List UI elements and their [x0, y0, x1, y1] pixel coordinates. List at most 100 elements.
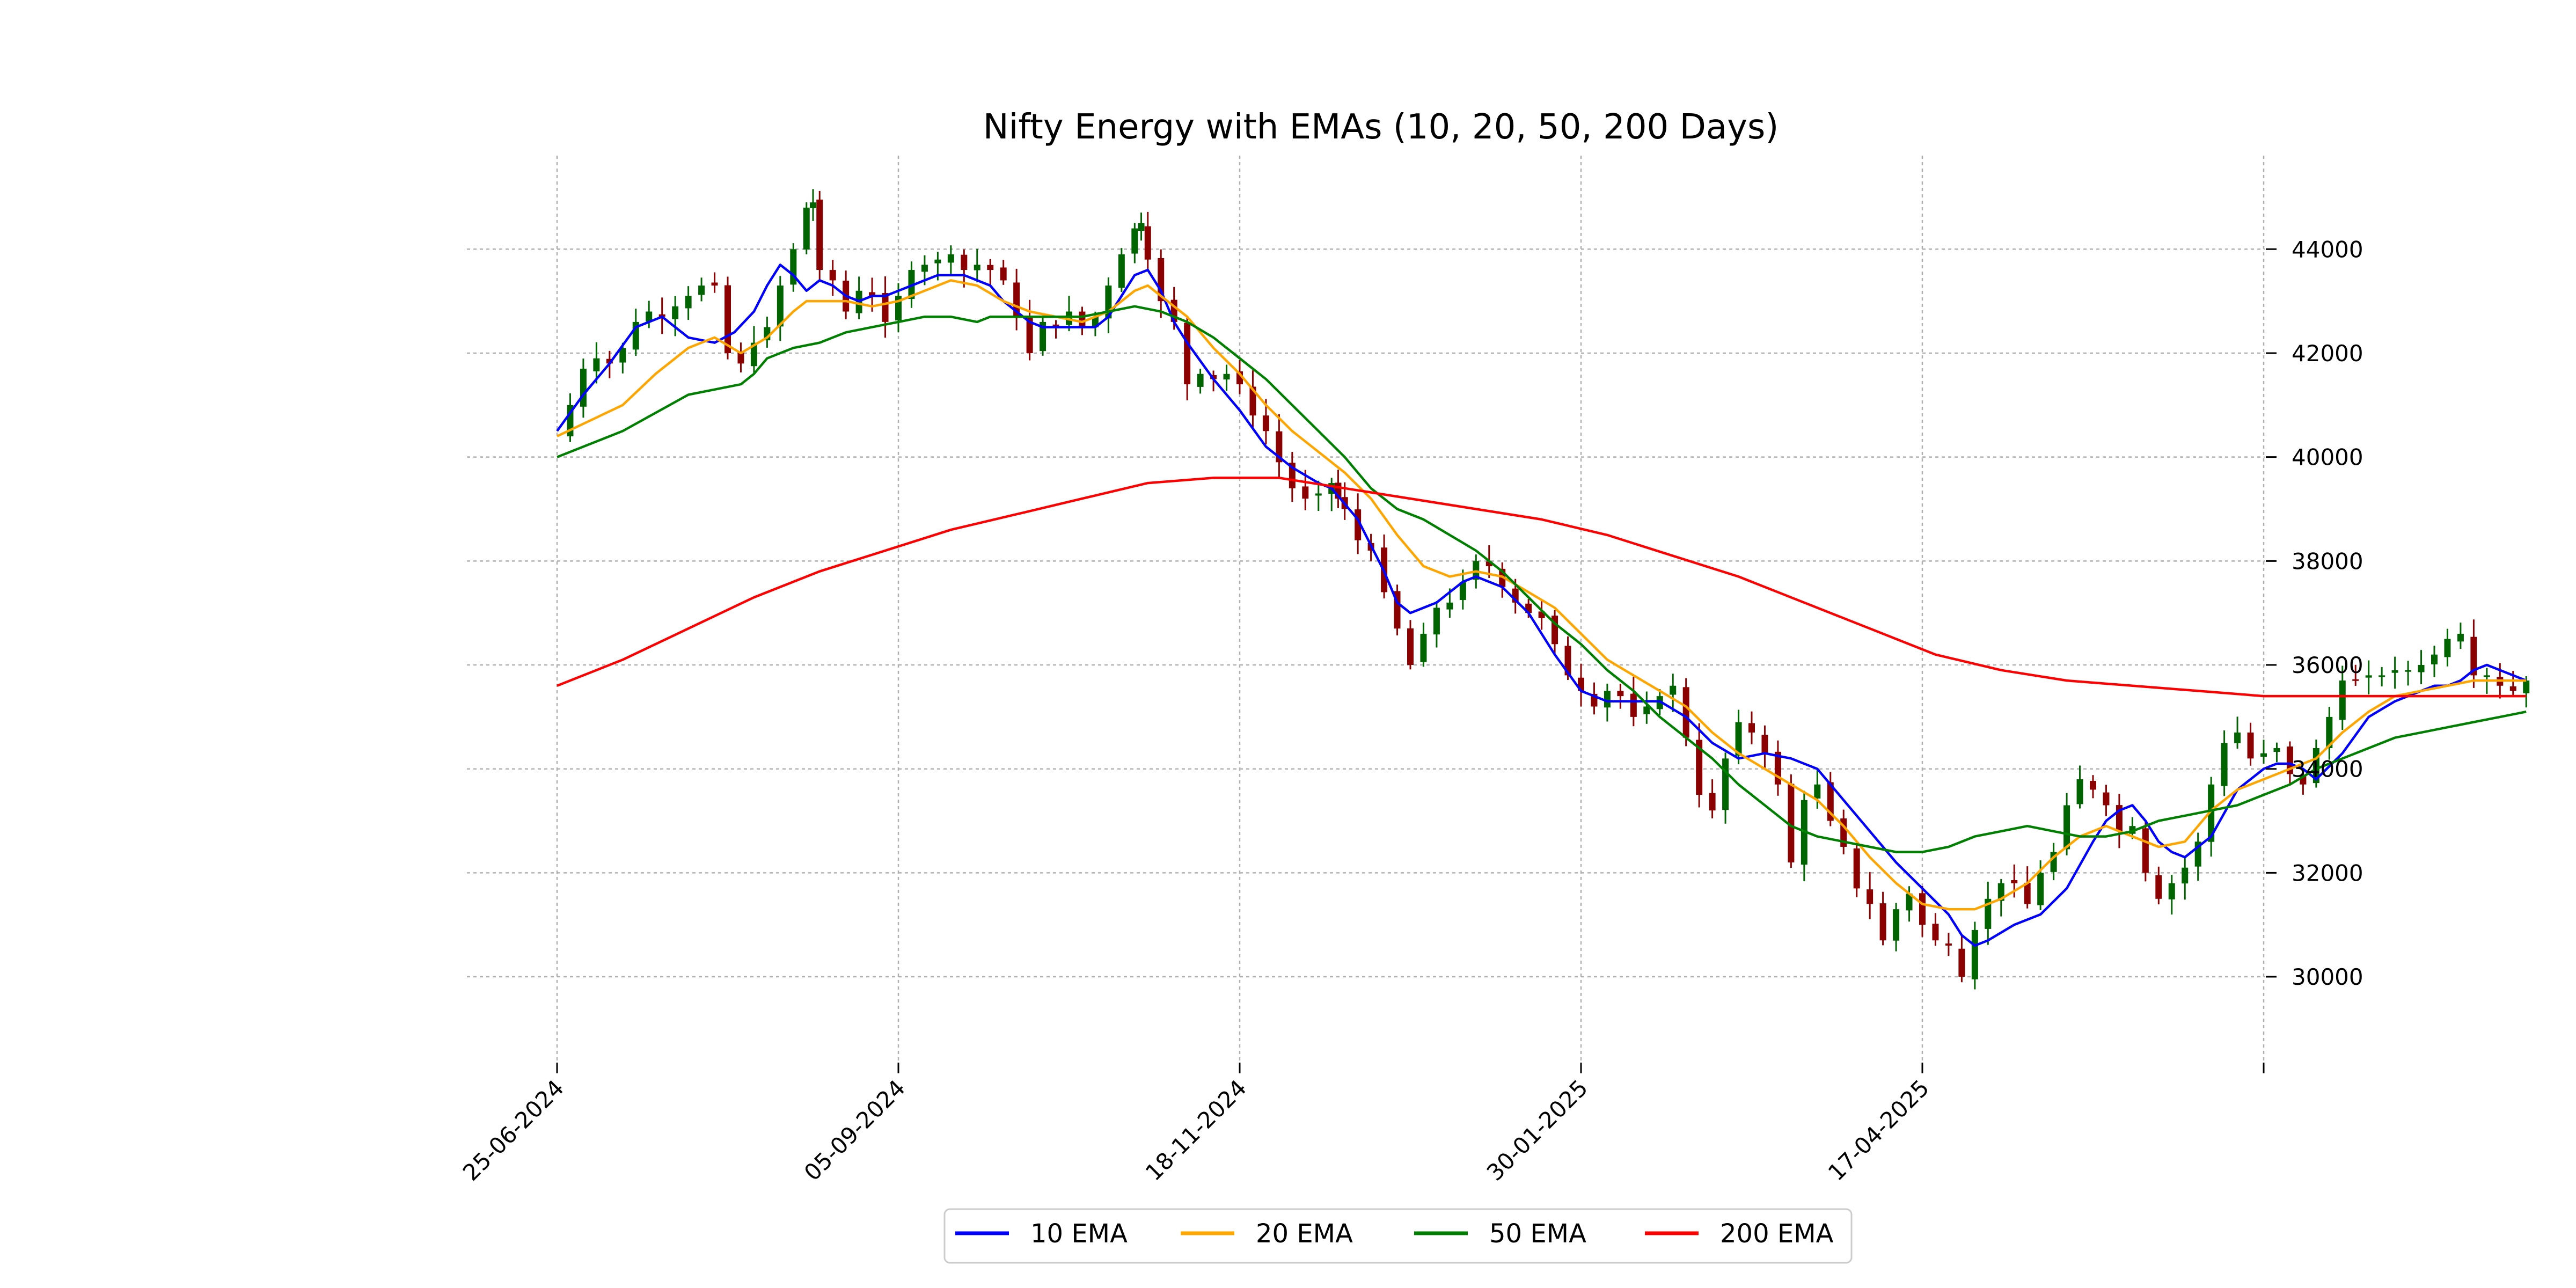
- y-tick-label: 42000: [2292, 340, 2363, 367]
- y-tick-label: 34000: [2292, 756, 2363, 782]
- candle-body-up: [1040, 321, 1046, 352]
- legend-items: 10 EMA 20 EMA 50 EMA 200 EMA: [955, 1219, 1834, 1249]
- candle-body-up: [1971, 930, 1978, 979]
- candle-body-down: [1407, 628, 1414, 665]
- y-tick-label: 30000: [2292, 964, 2363, 990]
- candle-body-down: [829, 270, 836, 281]
- candle-body-up: [2260, 753, 2267, 757]
- candle-body-up: [1420, 633, 1427, 662]
- legend-label-10-ema: 10 EMA: [1030, 1219, 1128, 1249]
- candle-body-up: [810, 202, 816, 208]
- candle-body-down: [2247, 732, 2254, 759]
- y-tick-label: 38000: [2292, 548, 2363, 574]
- candle-body-up: [1643, 706, 1650, 714]
- chart-title: Nifty Energy with EMAs (10, 20, 50, 200 …: [983, 107, 1779, 147]
- candle-body-up: [1446, 602, 1453, 610]
- candle-body-down: [1026, 316, 1033, 353]
- candle-body-up: [2523, 680, 2530, 693]
- candle-body-down: [2024, 882, 2031, 904]
- candle-body-up: [1814, 784, 1821, 799]
- candle-body-up: [2182, 867, 2189, 884]
- candle-body-down: [1184, 323, 1191, 385]
- candle-body-up: [1722, 758, 1729, 810]
- candle-body-down: [2470, 636, 2477, 676]
- candle-body-down: [1630, 693, 1637, 717]
- candle-body-up: [2208, 784, 2215, 842]
- y-tick-label: 32000: [2292, 860, 2363, 886]
- candle-body-up: [1223, 374, 1230, 380]
- candle-body-down: [1079, 311, 1086, 327]
- candle-body-up: [2273, 748, 2280, 752]
- candle-body-down: [1709, 793, 1716, 811]
- candle-body-up: [619, 348, 626, 363]
- candle-body-up: [750, 342, 757, 367]
- candle-body-up: [2076, 779, 2083, 804]
- candle-body-down: [2509, 686, 2516, 691]
- candle-body-up: [580, 369, 587, 407]
- legend-label-50-ema: 50 EMA: [1489, 1219, 1586, 1249]
- candle-body-up: [2063, 805, 2070, 850]
- candle-body-down: [1617, 691, 1624, 697]
- candle-body-down: [1788, 784, 1795, 863]
- candle-body-up: [1893, 909, 1900, 941]
- candle-body-down: [869, 292, 876, 296]
- candle-body-up: [1604, 691, 1611, 708]
- candle-body-up: [2431, 654, 2438, 664]
- candle-body-down: [1302, 486, 1309, 499]
- candle-body-down: [961, 254, 968, 270]
- candle-body-up: [2365, 675, 2372, 678]
- candle-body-up: [685, 296, 692, 309]
- candle-body-up: [803, 207, 810, 250]
- candle-body-down: [1919, 893, 1926, 925]
- candle-body-up: [1670, 685, 1677, 695]
- candle-body-up: [2457, 633, 2464, 642]
- candle-body-down: [1748, 723, 1755, 733]
- candle-body-down: [1696, 740, 1703, 795]
- candle-body-down: [1761, 735, 1768, 753]
- candle-body-down: [1052, 324, 1059, 327]
- candle-body-down: [1958, 948, 1965, 977]
- candle-body-up: [974, 265, 980, 270]
- candle-body-down: [2011, 880, 2018, 883]
- series-line-50-ema: [557, 305, 2527, 853]
- candle-body-up: [1315, 493, 1322, 496]
- candle-body-down: [2142, 828, 2149, 873]
- ema-lines: [556, 264, 2527, 947]
- candle-body-up: [934, 259, 941, 264]
- candle-body-down: [1853, 848, 1860, 889]
- candle-body-down: [882, 293, 889, 322]
- candle-body-up: [1985, 898, 1992, 929]
- candle-body-up: [921, 265, 928, 272]
- candle-body-up: [2221, 743, 2228, 786]
- candle-body-up: [2339, 680, 2346, 720]
- candle-body-down: [737, 351, 744, 364]
- series-line-20-ema: [557, 279, 2527, 911]
- candle-body-up: [698, 286, 705, 295]
- candle-body-down: [1564, 646, 1571, 676]
- candle-body-down: [1879, 903, 1886, 941]
- candle-body-up: [2405, 670, 2412, 672]
- candle-body-up: [2391, 670, 2398, 673]
- candle-body-up: [1735, 722, 1742, 756]
- candle-body-down: [1682, 687, 1689, 738]
- candle-body-up: [1118, 254, 1125, 288]
- candle-body-up: [1138, 223, 1145, 231]
- candle-body-down: [1000, 267, 1007, 281]
- candle-body-down: [1867, 889, 1874, 904]
- legend: 10 EMA 20 EMA 50 EMA 200 EMA: [943, 1208, 1853, 1264]
- candle-body-down: [2090, 781, 2096, 790]
- candle-body-down: [1249, 386, 1256, 416]
- candle-body-up: [2168, 883, 2175, 899]
- candle-body-down: [2352, 679, 2359, 681]
- candle-body-up: [1459, 582, 1466, 601]
- candle-body-up: [672, 306, 679, 319]
- candle-body-up: [1906, 894, 1913, 911]
- candle-body-down: [1262, 415, 1269, 431]
- candle-body-down: [711, 282, 718, 286]
- candle-body-down: [2155, 875, 2162, 899]
- y-tick-label: 40000: [2292, 444, 2363, 471]
- y-tick-label: 36000: [2292, 652, 2363, 678]
- series-line-10-ema: [556, 264, 2527, 947]
